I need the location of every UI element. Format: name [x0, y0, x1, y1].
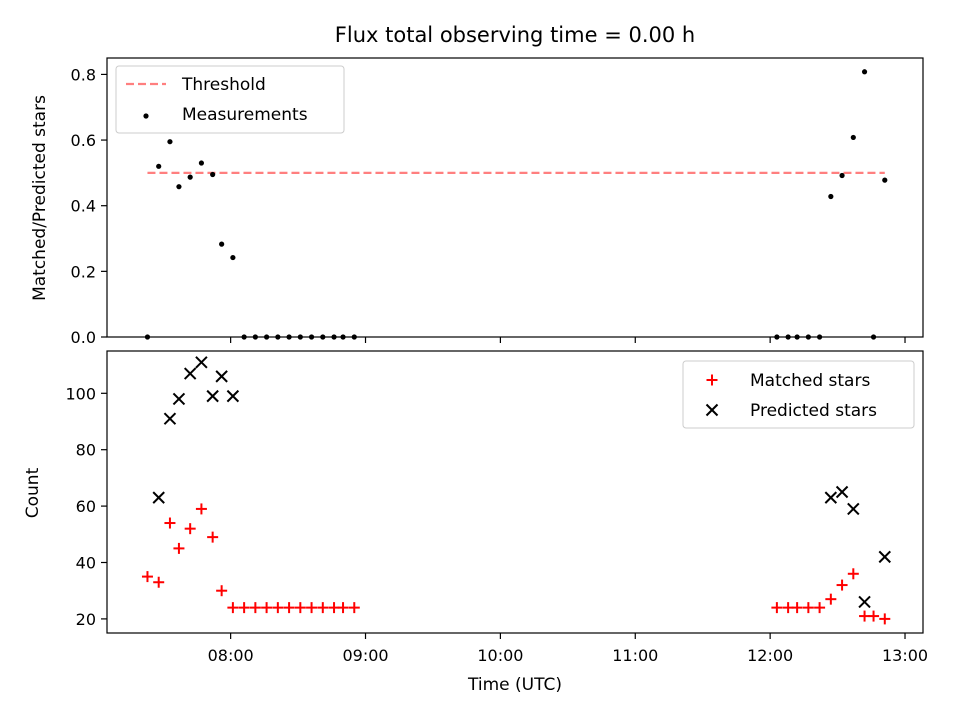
measurement-point [882, 177, 888, 183]
matched-star-point [306, 602, 318, 614]
matched-star-point [184, 523, 196, 535]
bottom-y-axis: 20 40 60 80 100 [65, 384, 107, 629]
matched-star-point [348, 602, 360, 614]
x-tick-label: 08:00 [208, 646, 254, 665]
predicted-star-point [183, 367, 197, 380]
matched-star-point [771, 602, 783, 614]
measurement-point [839, 172, 845, 179]
matched-star-point [216, 585, 228, 597]
matched-star-point [337, 602, 349, 614]
bottom-y-tick-label: 40 [76, 554, 96, 573]
matched-star-point [879, 613, 891, 625]
bottom-y-tick-label: 60 [76, 497, 96, 516]
measurement-point [850, 134, 856, 141]
legend-measurement-swatch [143, 113, 149, 119]
top-y-tick-label: 0.0 [71, 328, 96, 347]
x-tick-label: 11:00 [612, 646, 658, 665]
matched-star-point [227, 602, 239, 614]
matched-star-point [802, 602, 814, 614]
matched-star-point [294, 602, 306, 614]
measurement-point [230, 254, 236, 261]
matched-star-point [825, 593, 837, 605]
x-tick-label: 13:00 [882, 646, 928, 665]
predicted-star-point [824, 491, 838, 504]
bottom-axes-frame [106, 350, 924, 634]
matched-star-point [249, 602, 261, 614]
legend-matched-swatch [706, 374, 718, 386]
legend-matched-label: Matched stars [750, 371, 870, 391]
bottom-y-tick-label: 20 [76, 610, 96, 629]
bottom-panel: 20 40 60 80 100 08:00 09:00 10:00 11:00 12:00 13:… [23, 350, 928, 695]
measurement-point [198, 160, 205, 166]
measurement-point [176, 184, 182, 190]
top-legend: Threshold Measurements [115, 65, 345, 134]
measurement-point [210, 171, 216, 178]
measurement-point [167, 139, 173, 145]
top-y-axis: 0.0 0.2 0.4 0.6 0.8 [71, 65, 107, 347]
matched-star-point [195, 503, 207, 515]
legend-threshold-label: Threshold [181, 75, 266, 95]
legend-predicted-label: Predicted stars [750, 401, 877, 421]
matched-star-point [272, 602, 284, 614]
matched-star-point [207, 531, 219, 543]
matched-star-point [814, 602, 826, 614]
top-y-tick-label: 0.2 [71, 262, 96, 281]
matched-star-point [847, 568, 859, 580]
matched-star-point [261, 602, 273, 614]
matched-star-point [791, 602, 803, 614]
measurement-point [156, 163, 162, 169]
matched-star-point [317, 602, 329, 614]
predicted-star-point [206, 389, 219, 403]
matched-star-point [836, 579, 848, 591]
bottom-x-axis: 08:00 09:00 10:00 11:00 12:00 13:00 [208, 633, 928, 665]
x-axis-label: Time (UTC) [467, 675, 562, 695]
predicted-star-point [215, 370, 228, 383]
predicted-star-point [878, 550, 891, 564]
bottom-y-tick-label: 100 [65, 384, 96, 403]
predicted-star-point [847, 502, 860, 516]
measurement-point [861, 69, 868, 75]
top-panel: 0.00.20.40.60.8 Matched/Predicted stars … [30, 57, 924, 347]
top-y-axis-label: Matched/Predicted stars [30, 95, 50, 301]
predicted-star-point [226, 389, 240, 403]
predicted-star-point [195, 356, 208, 369]
chart-title: Flux total observing time = 0.00 h [335, 23, 695, 47]
measurement-point [219, 241, 225, 247]
bottom-plot-area [141, 356, 891, 625]
measurement-point [187, 174, 193, 180]
matched-star-point [164, 517, 176, 529]
predicted-star-point [152, 491, 165, 504]
matched-star-point [238, 602, 250, 614]
bottom-y-tick-label: 80 [76, 441, 96, 460]
matched-star-point [173, 542, 185, 554]
bottom-legend-box [682, 360, 915, 429]
x-tick-label: 09:00 [342, 646, 388, 665]
matched-star-point [283, 602, 295, 614]
predicted-star-point [835, 485, 849, 499]
x-tick-label: 10:00 [477, 646, 523, 665]
top-y-tick-label: 0.8 [71, 65, 96, 84]
bottom-legend: Matched stars Predicted stars [682, 360, 915, 429]
predicted-star-point [163, 412, 177, 425]
matched-star-point [141, 571, 153, 583]
matched-star-point [868, 610, 880, 622]
legend-predicted-swatch [705, 403, 719, 417]
x-tick-label: 12:00 [747, 646, 793, 665]
top-plot-area [144, 69, 888, 340]
bottom-y-axis-label: Count [23, 467, 43, 518]
top-x-ticks [230, 337, 906, 343]
top-legend-box [115, 65, 345, 134]
legend-measurement-label: Measurements [182, 105, 308, 125]
measurement-point [828, 193, 834, 200]
top-axes-frame [106, 57, 924, 338]
top-y-tick-label: 0.6 [71, 131, 96, 150]
predicted-star-point [172, 392, 186, 406]
top-y-tick-label: 0.4 [71, 197, 96, 216]
matched-star-point [153, 576, 165, 588]
predicted-star-point [858, 595, 871, 609]
